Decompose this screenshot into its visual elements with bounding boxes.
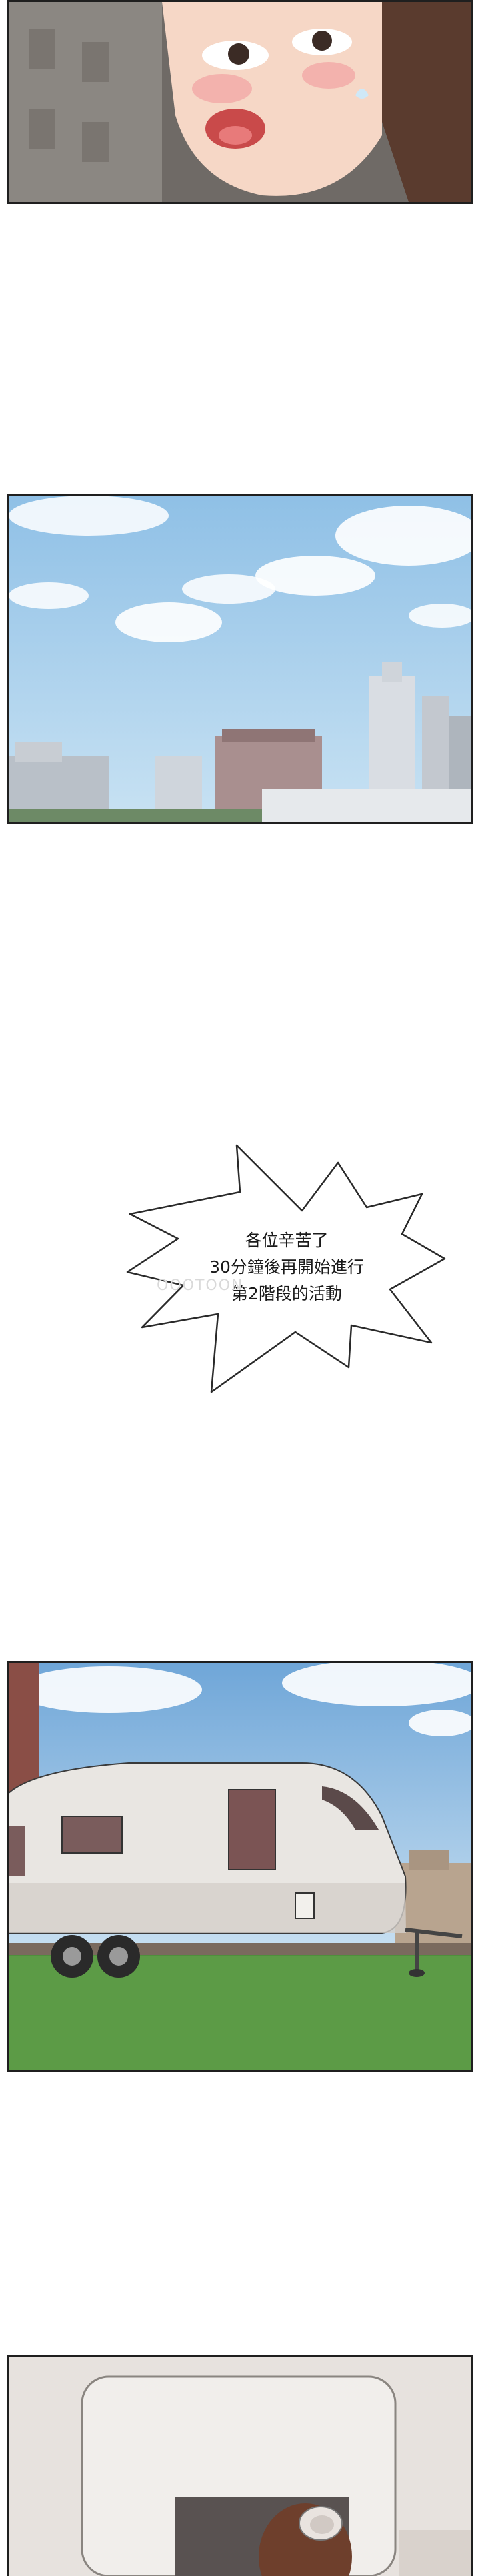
speech-bubble xyxy=(126,1144,446,1393)
city-skyline-illustration xyxy=(9,496,471,822)
watermark: OOOTOON xyxy=(157,1277,244,1294)
panel-woman-blushing xyxy=(7,0,473,204)
panel-woman-doorway xyxy=(7,2355,473,2576)
woman-doorway-illustration xyxy=(9,2357,471,2576)
speech-line-2: 30分鐘後再開始進行 xyxy=(209,1257,364,1277)
speech-bubble-text: 各位辛苦了 30分鐘後再開始進行 第2階段的活動 xyxy=(177,1227,397,1307)
woman-blushing-illustration xyxy=(9,2,471,202)
panel-camper-trailer xyxy=(7,1661,473,2072)
speech-line-3: 第2階段的活動 xyxy=(231,1284,342,1303)
camper-trailer-illustration xyxy=(9,1663,471,2070)
speech-line-1: 各位辛苦了 xyxy=(245,1231,329,1250)
panel-city-skyline xyxy=(7,494,473,824)
